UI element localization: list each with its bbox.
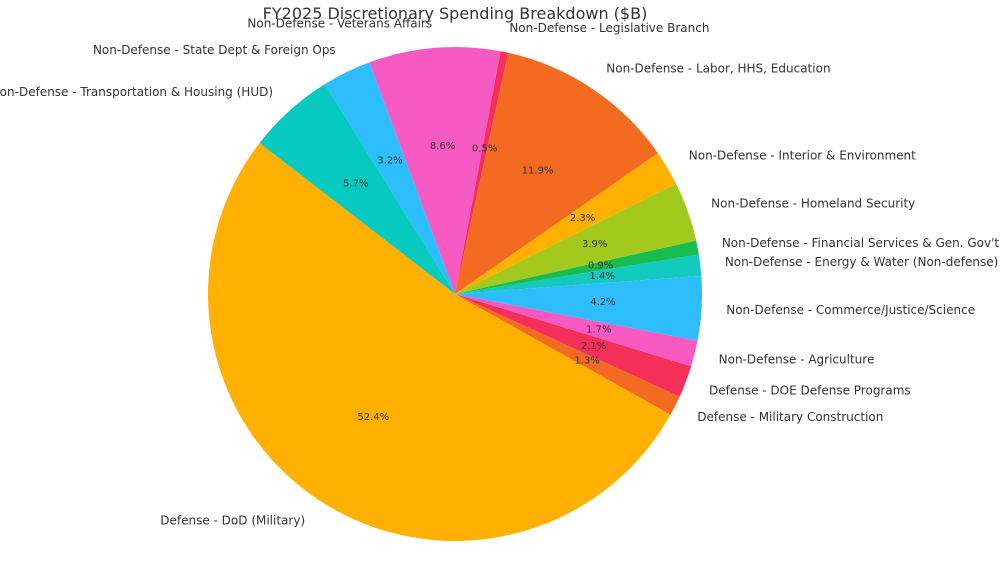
slice-label-non-defense-energy-water-non-defense: Non-Defense - Energy & Water (Non-defens… bbox=[725, 255, 998, 269]
slice-label-non-defense-homeland-security: Non-Defense - Homeland Security bbox=[711, 196, 915, 210]
slice-label-non-defense-labor-hhs-education: Non-Defense - Labor, HHS, Education bbox=[606, 61, 830, 75]
pie-slice-non-defense-agriculture bbox=[455, 294, 698, 367]
pie-slice-defense-dod-military bbox=[207, 142, 671, 542]
slice-label-non-defense-commerce-justice-science: Non-Defense - Commerce/Justice/Science bbox=[726, 303, 975, 317]
slice-label-non-defense-financial-services-gen-gov-t: Non-Defense - Financial Services & Gen. … bbox=[722, 236, 1000, 250]
percent-label-non-defense-transportation-housing-hud: 5.7% bbox=[343, 178, 368, 189]
percent-labels: 52.4% 1.3% 2.1% 1.7% 4.2% 1.4%0.9% 3.9% 2.3% 11.… bbox=[343, 141, 616, 423]
slice-label-non-defense-interior-environment: Non-Defense - Interior & Environment bbox=[689, 149, 916, 163]
percent-label-non-defense-homeland-security: 3.9% bbox=[582, 239, 607, 250]
pie-slice-non-defense-transportation-housing-hud bbox=[259, 84, 455, 294]
pie-slice-non-defense-interior-environment bbox=[455, 153, 677, 294]
slice-label-non-defense-transportation-housing-hud: Non-Defense - Transportation & Housing (… bbox=[0, 85, 273, 99]
pie-slice-non-defense-veterans-affairs bbox=[369, 47, 501, 294]
pie-slice-non-defense-commerce-justice-science bbox=[455, 275, 702, 341]
pie-slices bbox=[207, 47, 702, 542]
percent-label-non-defense-energy-water-non-defense: 1.4% bbox=[589, 271, 614, 282]
percent-label-non-defense-labor-hhs-education: 11.9% bbox=[522, 165, 554, 176]
slice-label-defense-dod-military: Defense - DoD (Military) bbox=[160, 514, 305, 528]
percent-label-defense-military-construction: 1.3% bbox=[574, 356, 599, 367]
pie-slice-non-defense-homeland-security bbox=[455, 183, 697, 294]
pie-slice-defense-military-construction bbox=[455, 294, 680, 415]
percent-label-non-defense-legislative-branch: 0.5% bbox=[472, 143, 497, 154]
percent-label-non-defense-commerce-justice-science: 4.2% bbox=[590, 297, 615, 308]
slice-label-non-defense-legislative-branch: Non-Defense - Legislative Branch bbox=[509, 21, 709, 35]
pie-slice-non-defense-state-dept-foreign-ops bbox=[324, 62, 455, 294]
pie-slice-non-defense-energy-water-non-defense bbox=[455, 254, 702, 294]
pie-slice-non-defense-legislative-branch bbox=[455, 51, 509, 294]
pie-slice-non-defense-financial-services-gen-gov-t bbox=[455, 240, 699, 294]
pie-slice-defense-doe-defense-programs bbox=[455, 294, 692, 397]
percent-label-defense-dod-military: 52.4% bbox=[357, 412, 389, 423]
slice-label-non-defense-state-dept-foreign-ops: Non-Defense - State Dept & Foreign Ops bbox=[93, 43, 336, 57]
slice-label-non-defense-agriculture: Non-Defense - Agriculture bbox=[719, 353, 875, 367]
percent-label-non-defense-financial-services-gen-gov-t: 0.9% bbox=[588, 261, 613, 272]
slice-labels: Defense - DoD (Military) Defense - Milita… bbox=[0, 16, 999, 527]
percent-label-defense-doe-defense-programs: 2.1% bbox=[581, 341, 606, 352]
percent-label-non-defense-veterans-affairs: 8.6% bbox=[430, 141, 455, 152]
percent-label-non-defense-state-dept-foreign-ops: 3.2% bbox=[377, 155, 402, 166]
chart-title: FY2025 Discretionary Spending Breakdown … bbox=[263, 4, 648, 23]
percent-label-non-defense-interior-environment: 2.3% bbox=[570, 213, 595, 224]
slice-label-defense-military-construction: Defense - Military Construction bbox=[697, 410, 883, 424]
slice-label-defense-doe-defense-programs: Defense - DOE Defense Programs bbox=[709, 383, 911, 397]
pie-slice-non-defense-labor-hhs-education bbox=[455, 52, 658, 294]
percent-label-non-defense-agriculture: 1.7% bbox=[586, 324, 611, 335]
slice-label-non-defense-veterans-affairs: Non-Defense - Veterans Affairs bbox=[247, 16, 432, 30]
